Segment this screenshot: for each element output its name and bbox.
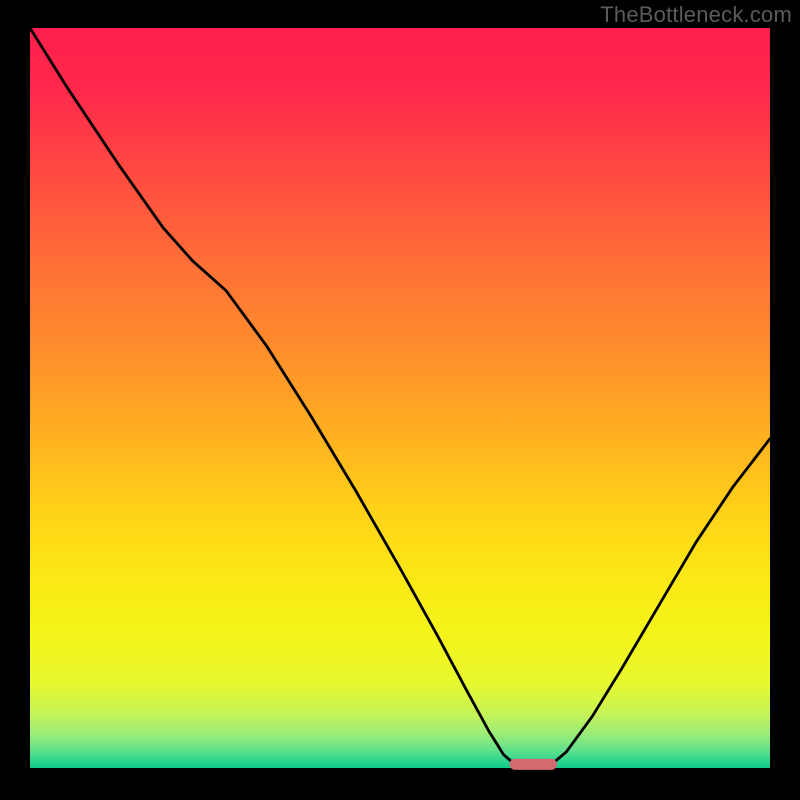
plot-background — [30, 28, 770, 768]
bottleneck-chart — [0, 0, 800, 800]
optimal-marker — [510, 759, 557, 770]
chart-frame: TheBottleneck.com — [0, 0, 800, 800]
